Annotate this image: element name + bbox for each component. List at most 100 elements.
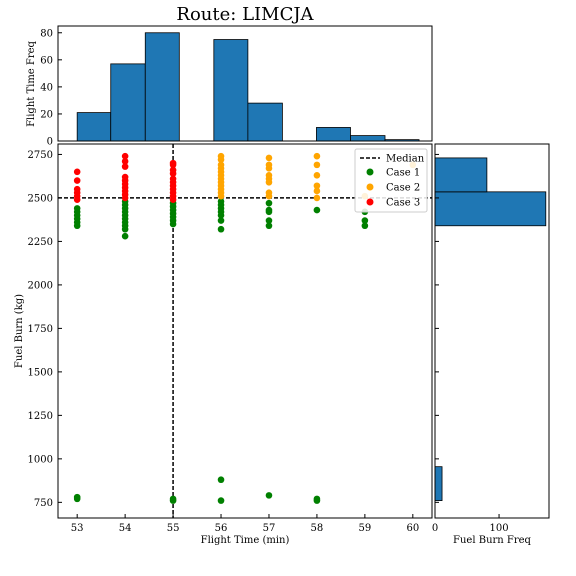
legend-case2-label: Case 2 (386, 183, 420, 194)
legend-median-label: Median (386, 154, 425, 165)
legend-case1-label: Case 1 (386, 168, 420, 179)
top-histogram-y-tick-label: 60 (40, 55, 53, 66)
scatter-point-case-1 (73, 205, 81, 212)
scatter-point-case-1 (217, 225, 225, 233)
top-histogram-y-tick-label: 0 (47, 137, 53, 148)
main-y-tick-label: 750 (34, 498, 53, 509)
scatter-point-case-3 (73, 177, 81, 184)
top-histogram-bar-8 (350, 135, 386, 142)
right-histogram-xlabel: Fuel Burn Freq (453, 535, 531, 546)
scatter-point-case-2 (265, 172, 273, 179)
scatter-point-case-3 (169, 166, 177, 174)
main-scatter-ylabel: Fuel Burn (kg) (14, 294, 25, 368)
right-x-tick-label: 100 (489, 523, 508, 534)
main-x-tick-label: 60 (406, 523, 419, 534)
scatter-point-case-3 (73, 185, 81, 193)
scatter-point-case-1 (217, 198, 225, 205)
main-y-tick-label: 1000 (28, 454, 53, 465)
scatter-point-case-1 (361, 217, 369, 224)
scatter-point-case-2 (313, 187, 321, 195)
top-histogram-bars (76, 32, 420, 142)
scatter-point-case-1 (265, 199, 273, 207)
main-y-tick-label: 2500 (28, 193, 53, 204)
right-histogram-y-ticks (435, 153, 439, 503)
main-scatter-xlabel: Flight Time (min) (201, 535, 290, 546)
scatter-point-case-1 (217, 217, 225, 224)
scatter-point-case-1 (265, 222, 273, 230)
scatter-point-case-1 (169, 495, 177, 503)
right-histogram: 0 100 Fuel Burn Freq (432, 143, 550, 546)
main-y-tick-label: 1250 (28, 411, 53, 422)
top-histogram-bar-0 (76, 112, 112, 142)
scatter-point-case-1 (217, 497, 225, 504)
top-histogram-bar-2 (144, 32, 180, 142)
top-histogram: 0 20 40 60 80 Route: LIMCJA Flight Time Freq (26, 4, 433, 148)
main-x-tick-label: 58 (311, 523, 324, 534)
chart-title: Route: LIMCJA (176, 4, 314, 25)
scatter-point-case-1 (217, 476, 225, 484)
top-histogram-bar-5 (247, 102, 283, 142)
right-histogram-frame (434, 143, 550, 519)
main-x-tick-label: 53 (71, 523, 84, 534)
top-histogram-frame (57, 25, 433, 142)
scatter-point-case-2 (265, 154, 273, 162)
main-y-tick-label: 1750 (28, 324, 53, 335)
main-scatter-frame (57, 143, 433, 519)
right-histogram-x-ticks: 0 100 (432, 514, 509, 534)
legend-case3-swatch (366, 198, 374, 206)
main-x-tick-label: 54 (119, 523, 132, 534)
scatter-point-case-2 (313, 152, 321, 160)
right-histogram-bar-2 (434, 157, 488, 193)
top-histogram-y-tick-label: 20 (40, 109, 53, 120)
main-scatter-y-ticks: 750 1000 1250 1500 1750 2000 2250 2500 2750 (28, 150, 62, 509)
main-x-tick-label: 57 (263, 523, 276, 534)
right-histogram-bar-1 (434, 191, 547, 227)
main-scatter-x-ticks: 53 54 55 56 57 58 59 60 (71, 514, 419, 534)
scatter-point-case-1 (313, 497, 321, 504)
top-histogram-y-ticks: 0 20 40 60 80 (40, 28, 62, 148)
scatter-point-case-2 (217, 152, 225, 160)
scatter-point-case-2 (265, 161, 273, 169)
legend-box (354, 148, 428, 213)
top-histogram-ylabel: Flight Time Freq (26, 40, 37, 126)
scatter-point-case-1 (361, 222, 369, 230)
main-y-tick-label: 2000 (28, 280, 53, 291)
main-y-tick-label: 1500 (28, 367, 53, 378)
scatter-point-case-1 (313, 206, 321, 214)
scatter-point-case-1 (265, 217, 273, 224)
scatter-point-case-3 (121, 158, 129, 165)
scatter-point-case-3 (169, 159, 177, 167)
legend-case3-label: Case 3 (386, 198, 420, 209)
main-x-tick-label: 59 (359, 523, 372, 534)
right-histogram-bars (434, 157, 547, 502)
top-histogram-bar-7 (316, 127, 351, 142)
scatter-point-case-2 (265, 189, 273, 197)
scatter-point-case-2 (313, 172, 321, 179)
scatter-point-case-3 (121, 173, 129, 181)
scatter-point-case-2 (313, 161, 321, 169)
scatter-point-case-1 (73, 495, 81, 503)
top-histogram-bar-4 (213, 39, 249, 142)
legend-case2-swatch (366, 183, 374, 191)
main-y-tick-label: 2750 (28, 150, 53, 161)
scatter-point-case-2 (313, 182, 321, 190)
legend-case1-swatch (366, 168, 374, 176)
scatter-point-case-1 (265, 206, 273, 214)
main-y-tick-label: 2250 (28, 237, 53, 248)
scatter-point-case-3 (121, 163, 129, 170)
top-histogram-y-tick-label: 80 (40, 28, 53, 39)
top-histogram-y-tick-label: 40 (40, 82, 53, 93)
scatter-point-case-3 (169, 175, 177, 183)
main-x-tick-label: 55 (167, 523, 180, 534)
main-scatter-points (73, 152, 417, 504)
right-x-tick-label: 0 (432, 523, 438, 534)
legend: Median Case 1 Case 2 Case 3 (354, 148, 428, 213)
scatter-point-case-3 (73, 168, 81, 176)
right-histogram-bar-0 (434, 466, 443, 502)
main-scatter: 53 54 55 56 57 58 59 60 750 1000 1250 1500 1750 2000… (14, 143, 433, 546)
scatter-point-case-1 (265, 492, 273, 499)
scatter-point-case-3 (121, 152, 129, 160)
top-histogram-bar-1 (110, 63, 146, 142)
main-x-tick-label: 56 (215, 523, 228, 534)
